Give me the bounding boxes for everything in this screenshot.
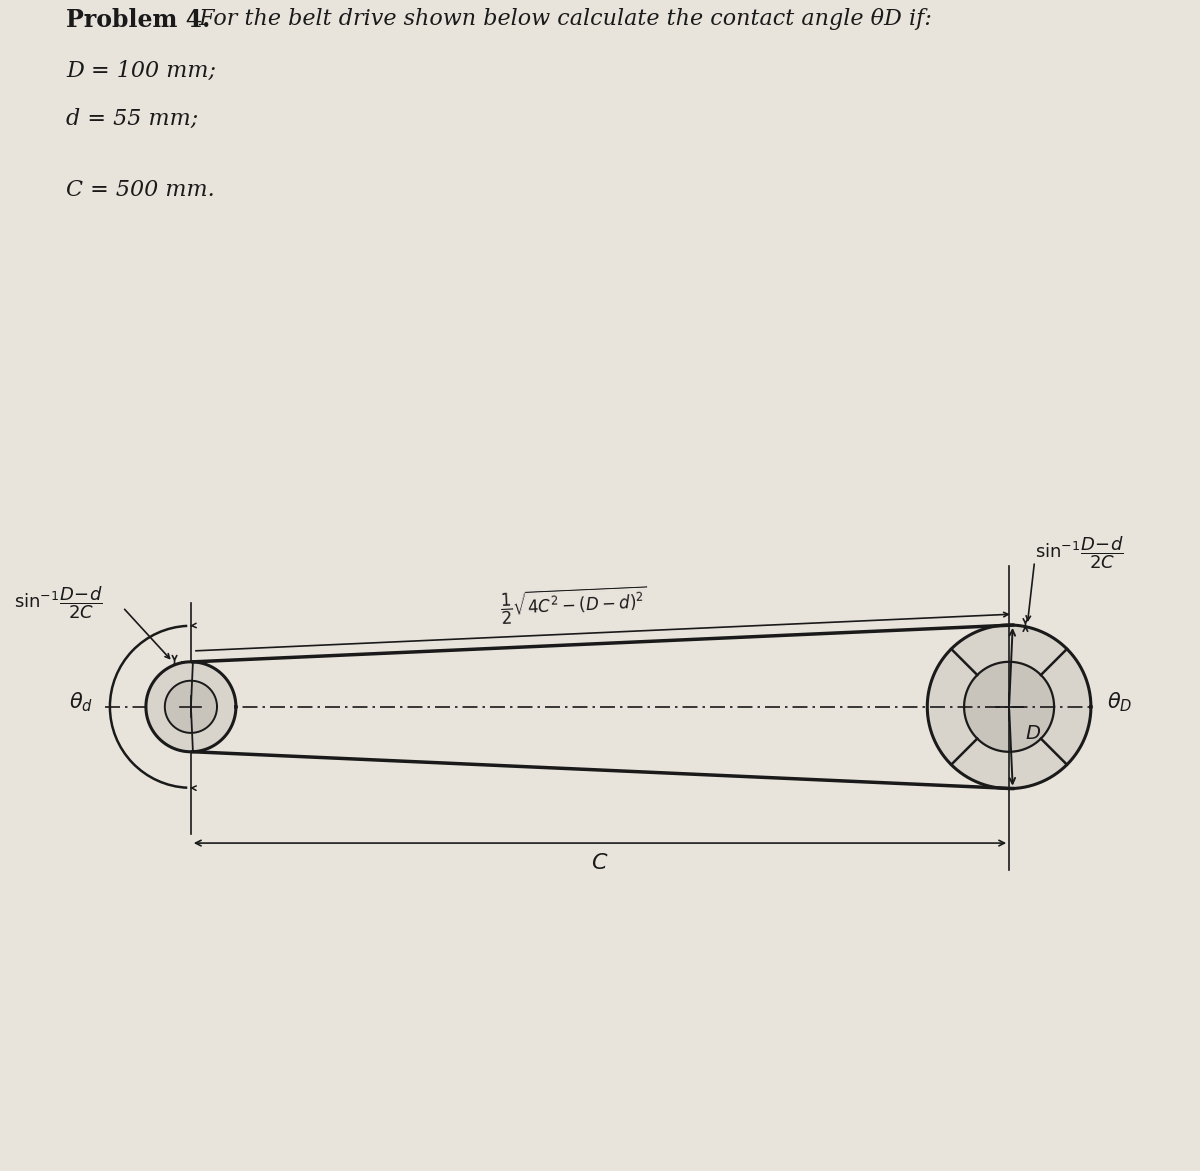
Circle shape [928,625,1091,788]
Text: $d$: $d$ [222,714,236,732]
Text: D = 100 mm;: D = 100 mm; [66,60,216,82]
Text: Problem 4.: Problem 4. [66,8,210,32]
Circle shape [164,680,217,733]
Circle shape [964,662,1054,752]
Text: $\sin^{-1}\!\dfrac{D\!-\!d}{2C}$: $\sin^{-1}\!\dfrac{D\!-\!d}{2C}$ [1034,534,1123,570]
Text: $\sin^{-1}\!\dfrac{D\!-\!d}{2C}$: $\sin^{-1}\!\dfrac{D\!-\!d}{2C}$ [13,584,102,621]
Text: $C$: $C$ [592,852,608,875]
Text: $\dfrac{1}{2}\sqrt{4C^2-(D-d)^2}$: $\dfrac{1}{2}\sqrt{4C^2-(D-d)^2}$ [499,583,648,626]
Text: $\theta_d$: $\theta_d$ [70,691,94,714]
Text: For the belt drive shown below calculate the contact angle θD if:: For the belt drive shown below calculate… [192,8,932,30]
Text: $\theta_D$: $\theta_D$ [1108,691,1133,714]
Text: $D$: $D$ [1026,725,1042,742]
Text: C = 500 mm.: C = 500 mm. [66,178,215,200]
Text: d = 55 mm;: d = 55 mm; [66,108,198,130]
Circle shape [146,662,236,752]
